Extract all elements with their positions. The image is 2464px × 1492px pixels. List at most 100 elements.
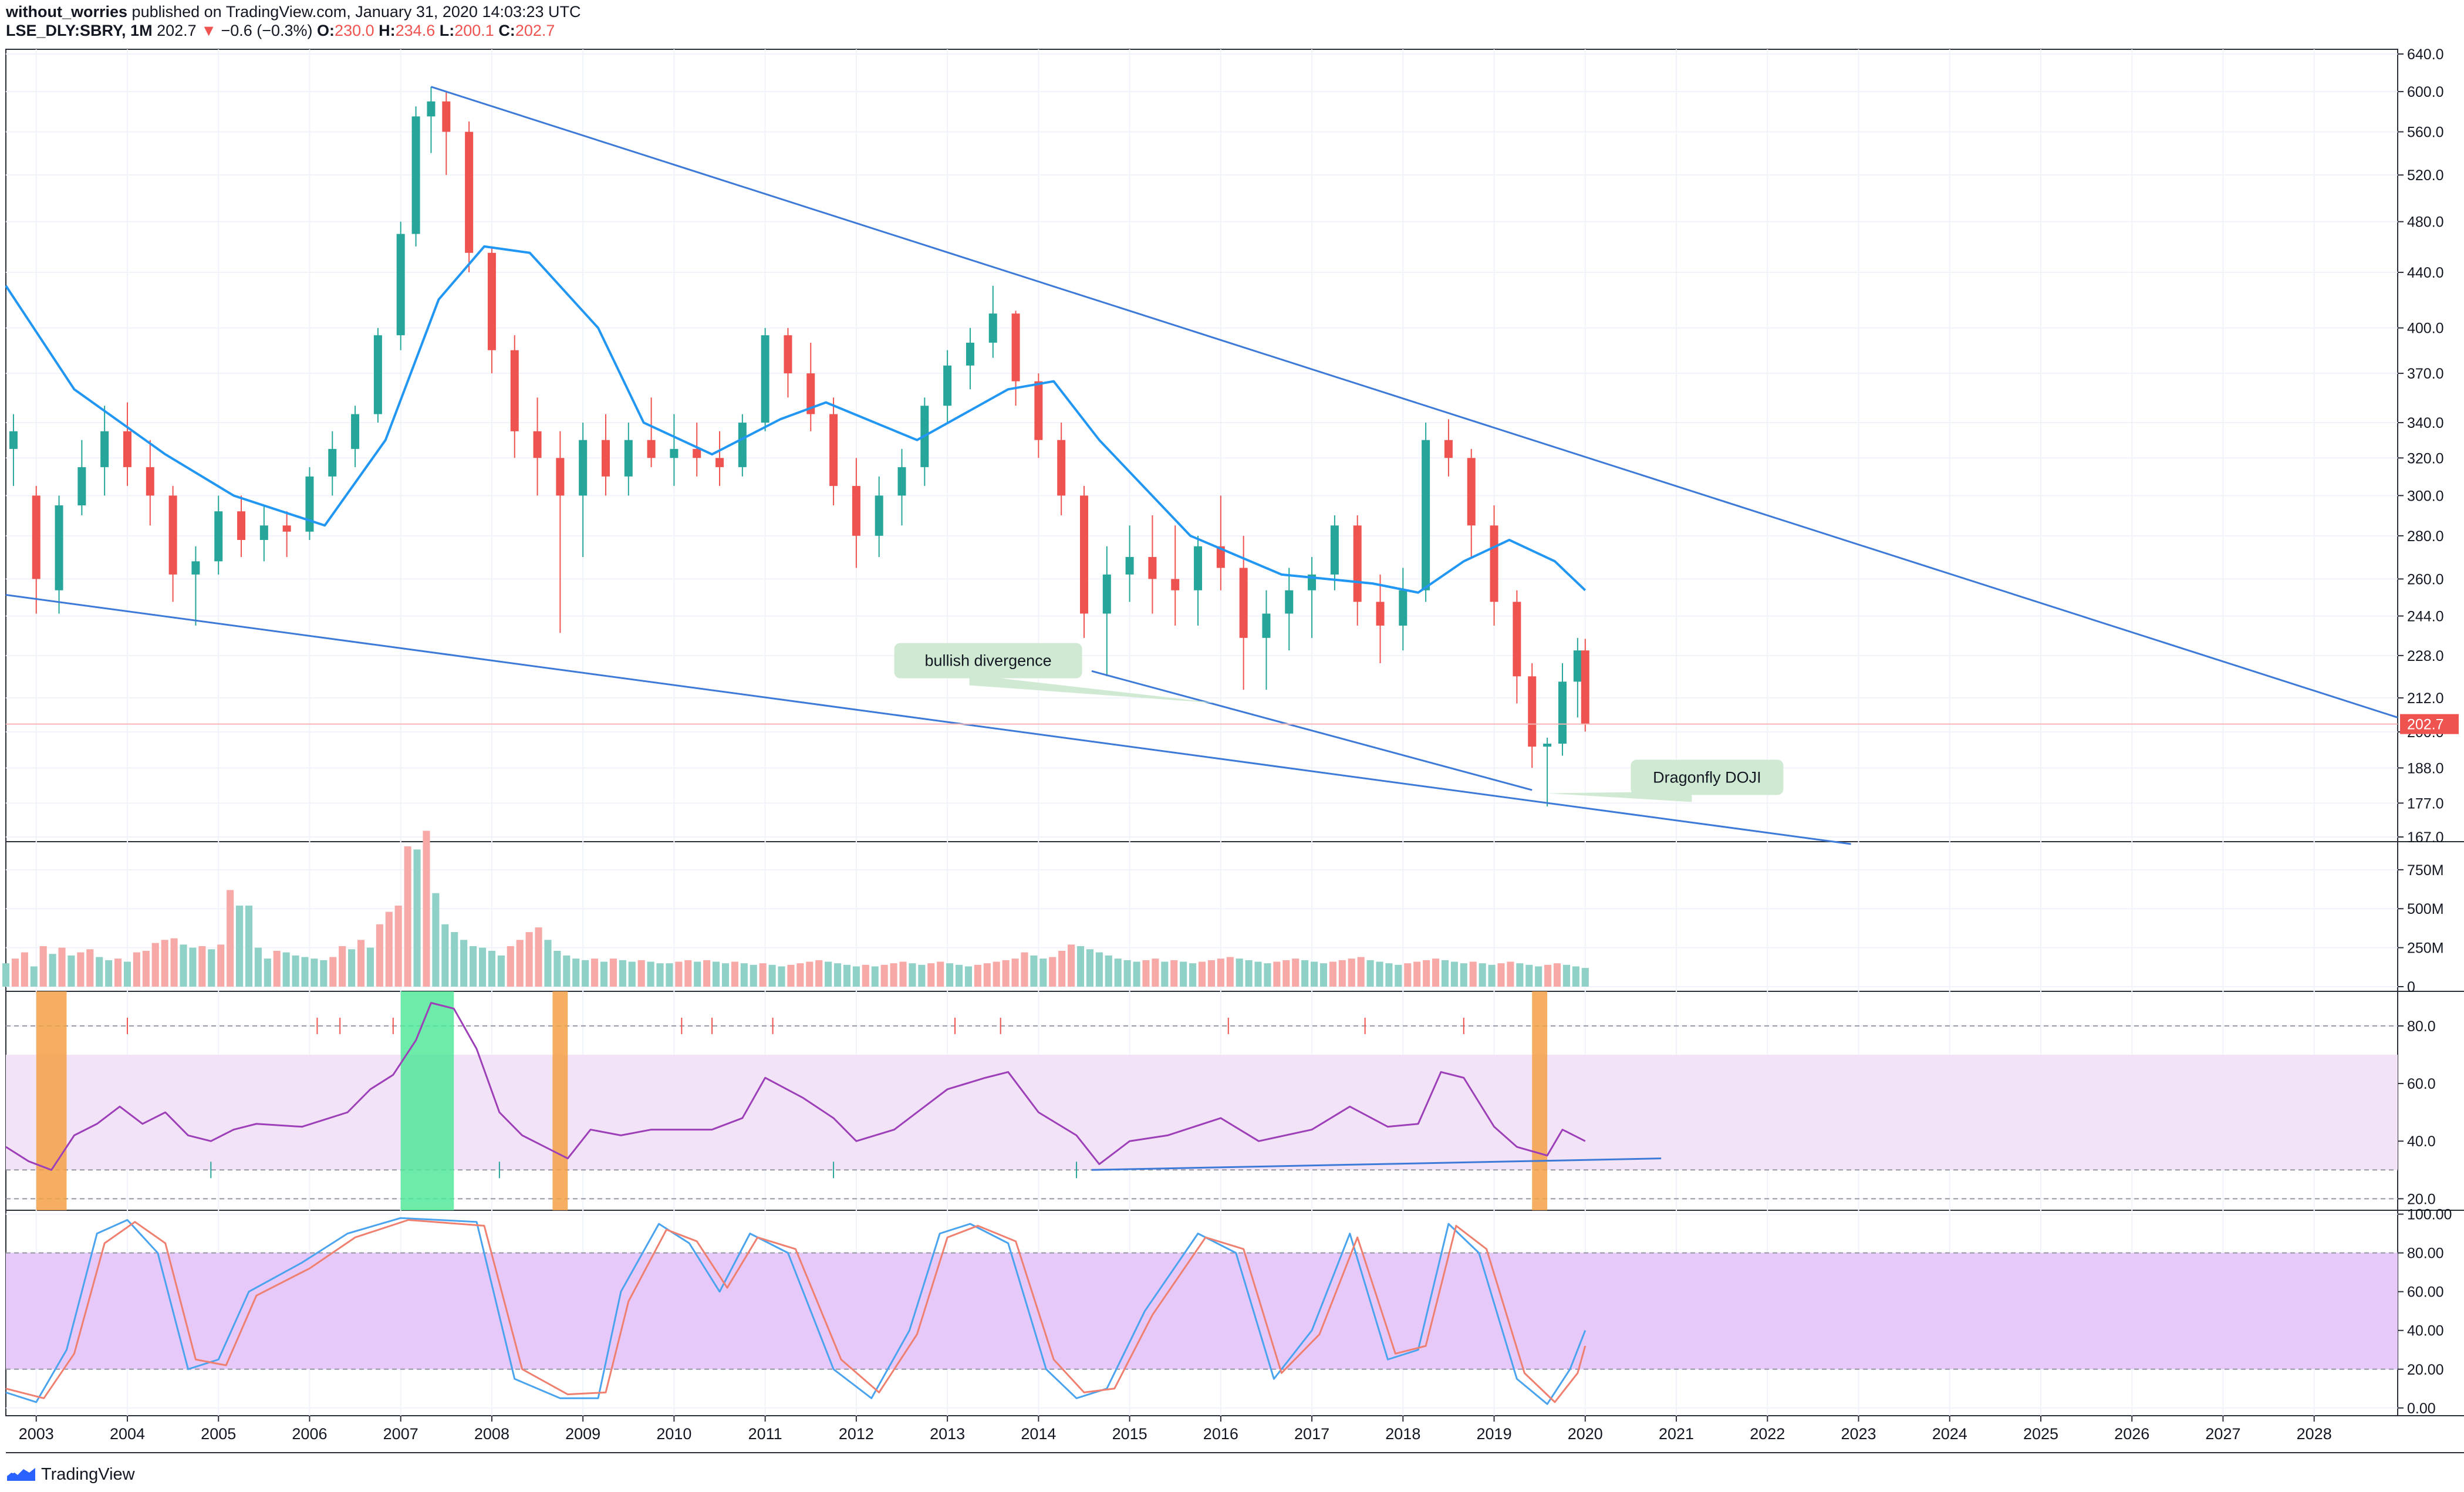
x-tick-label-2021: 2021: [1659, 1425, 1694, 1443]
candle-body: [715, 458, 724, 467]
candle-2002-10: [9, 414, 18, 486]
candle-2007-10: [465, 121, 474, 273]
volume-bar-76: [713, 961, 720, 987]
candle-2004-04: [146, 440, 154, 526]
volume-bar-136: [1273, 961, 1281, 987]
volume-bar-49: [460, 940, 468, 987]
rsi-y-tick-label-2: 40.0: [2407, 1133, 2436, 1150]
price-y-tick-label-12: 260.0: [2407, 571, 2444, 588]
x-tick-label-2020: 2020: [1568, 1425, 1603, 1443]
candle-2013-01: [943, 350, 952, 423]
volume-bar-161: [1507, 961, 1514, 987]
volume-bar-15: [142, 950, 150, 987]
volume-bar-127: [1189, 963, 1197, 987]
candle-body: [1573, 650, 1582, 682]
x-tick-label-2014: 2014: [1021, 1425, 1056, 1443]
x-tick-label-2005: 2005: [201, 1425, 236, 1443]
rsi-y-tick-label-0: 80.0: [2407, 1018, 2436, 1035]
volume-bar-61: [572, 958, 580, 987]
volume-bar-169: [1581, 968, 1589, 987]
price-y-tick-label-7: 370.0: [2407, 366, 2444, 382]
volume-bar-156: [1460, 963, 1467, 987]
candle-2014-07: [1079, 485, 1088, 638]
volume-bar-97: [909, 963, 916, 987]
stoch-line-0: [5, 1217, 1587, 1405]
volume-bar-6: [58, 947, 66, 987]
volume-bar-5: [49, 954, 56, 987]
volume-bar-68: [637, 960, 645, 987]
candle-2006-01: [305, 467, 314, 540]
ohlc-low-value: 200.1: [454, 22, 494, 39]
candle-body: [1079, 495, 1088, 614]
volume-bar-27: [254, 947, 262, 987]
candle-2014-01: [1034, 373, 1043, 458]
volume-bar-43: [404, 846, 411, 987]
candle-body: [191, 561, 200, 575]
volume-bar-16: [151, 943, 159, 987]
candle-body: [510, 350, 519, 431]
price-y-tick-label-15: 212.0: [2407, 690, 2444, 707]
volume-bar-147: [1376, 961, 1383, 987]
publisher-name[interactable]: without_worries: [6, 3, 128, 21]
ohlc-high-value: 234.6: [395, 22, 436, 39]
candle-2005-04: [237, 495, 246, 557]
candle-body: [806, 373, 815, 414]
volume-bar-47: [441, 924, 449, 987]
volume-bar-149: [1395, 964, 1402, 987]
volume-bar-108: [1011, 958, 1019, 987]
trendline-2: [1091, 670, 1533, 791]
volume-bar-57: [535, 927, 542, 987]
candle-body: [1467, 458, 1476, 526]
candle-body: [328, 448, 337, 477]
rsi-y-tick-label-1: 60.0: [2407, 1076, 2436, 1092]
rsi-panel: [5, 991, 2398, 1210]
volume-bar-159: [1488, 964, 1496, 987]
candle-body: [100, 431, 109, 467]
candle-body: [442, 101, 451, 132]
candle-body: [9, 431, 18, 449]
brand-name[interactable]: TradingView: [41, 1464, 135, 1484]
candle-2018-10: [1467, 448, 1476, 557]
candle-body: [852, 485, 860, 536]
volume-bar-98: [918, 964, 926, 987]
price-y-tick-label-8: 340.0: [2407, 415, 2444, 431]
x-tick-label-2006: 2006: [292, 1425, 327, 1443]
price-y-tick-label-13: 244.0: [2407, 608, 2444, 625]
candle-2008-04: [510, 335, 519, 458]
candle-body: [761, 335, 769, 423]
volume-bar-18: [170, 938, 178, 987]
price-candles: [9, 86, 1589, 806]
candle-2013-07: [988, 285, 997, 358]
volume-bar-165: [1544, 964, 1552, 987]
x-axis-ticks: 2003 2004 2005 2006 2007 2008 2009 2010 2011 2012…: [19, 1416, 2332, 1443]
candle-body: [1543, 744, 1552, 747]
candle-2011-07: [806, 342, 815, 431]
candle-2015-04: [1148, 515, 1157, 614]
volume-bar-36: [339, 946, 346, 987]
volume-bar-142: [1329, 961, 1336, 987]
candle-body: [988, 313, 997, 343]
stoch-y-ticks: 100.00 80.00 60.00 40.00 20.00 0.00: [2398, 1207, 2452, 1417]
volume-bar-138: [1292, 958, 1299, 987]
volume-bar-153: [1432, 958, 1440, 987]
volume-bar-99: [927, 963, 935, 987]
candle-2007-07: [442, 92, 451, 175]
x-tick-label-2010: 2010: [656, 1425, 691, 1443]
symbol-label[interactable]: LSE_DLY:SBRY, 1M: [6, 22, 153, 39]
rsi-y-tick-label-3: 20.0: [2407, 1191, 2436, 1207]
candle-2019-10: [1558, 663, 1567, 756]
candle-2019-06: [1528, 663, 1537, 768]
volume-bar-66: [619, 960, 626, 987]
candle-2009-10: [647, 397, 656, 467]
volume-y-tick-label-0: 750M: [2407, 862, 2444, 879]
volume-bar-152: [1423, 960, 1430, 987]
candle-2007-05: [427, 86, 436, 153]
candle-2016-04: [1239, 535, 1248, 690]
candle-body: [647, 440, 656, 458]
candle-2006-04: [328, 431, 337, 496]
volume-bar-115: [1076, 946, 1085, 987]
candle-body: [396, 234, 405, 336]
candle-2009-07: [624, 423, 633, 496]
price-y-tick-label-0: 640.0: [2407, 46, 2444, 63]
